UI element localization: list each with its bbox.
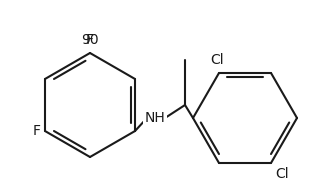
- Text: Cl: Cl: [210, 53, 224, 67]
- Text: F: F: [33, 124, 41, 138]
- Text: Cl: Cl: [275, 167, 289, 181]
- Text: F: F: [86, 33, 94, 47]
- Text: 90: 90: [81, 33, 99, 47]
- Text: NH: NH: [145, 111, 165, 125]
